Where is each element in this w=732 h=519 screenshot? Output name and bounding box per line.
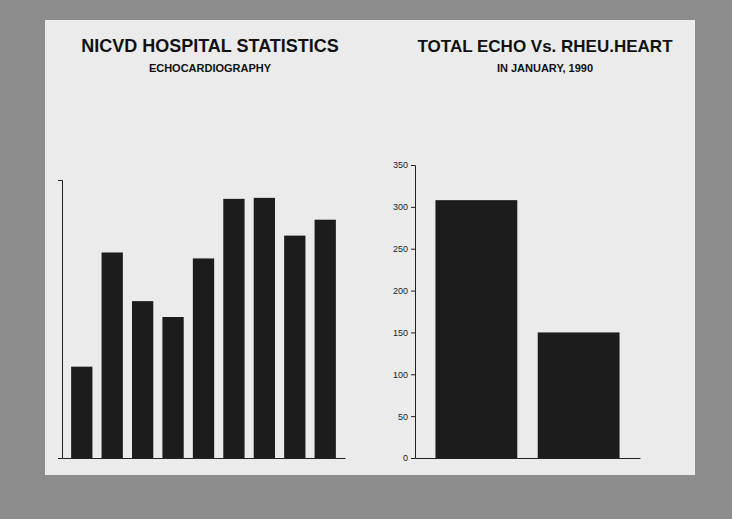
y-tick-label: 200 xyxy=(393,286,408,296)
y-tick-line xyxy=(411,374,415,375)
y-tick-label: 100 xyxy=(393,370,408,380)
slide: NICVD HOSPITAL STATISTICS ECHOCARDIOGRAPH… xyxy=(0,0,732,519)
bars xyxy=(71,198,336,458)
y-tick-label: 50 xyxy=(398,412,408,422)
x-axis xyxy=(416,458,641,460)
bars xyxy=(435,200,619,458)
y-tick-label: 150 xyxy=(393,328,408,338)
y-tick: 350 xyxy=(393,160,415,170)
y-tick: 150 xyxy=(393,328,415,338)
y-tick-line xyxy=(411,249,415,250)
y-tick-label: 350 xyxy=(393,160,408,170)
x-axis-line xyxy=(416,458,641,459)
x-axis-line xyxy=(63,458,346,459)
subtitle: IN JANUARY, 1990 xyxy=(497,62,593,74)
y-axis-line xyxy=(58,181,63,459)
y-tick: 250 xyxy=(393,244,415,254)
y-axis-line xyxy=(411,166,416,459)
bar xyxy=(538,332,620,458)
y-tick: 0 xyxy=(403,453,415,463)
y-tick-line xyxy=(411,458,415,459)
bar xyxy=(223,199,244,458)
chart: TOTAL ECHO Vs. RHEU.HEART IN JANUARY, 199… xyxy=(393,37,673,463)
y-axis xyxy=(58,181,63,459)
bar xyxy=(193,258,214,458)
bar xyxy=(71,367,92,458)
title: NICVD HOSPITAL STATISTICS xyxy=(81,36,339,56)
x-axis xyxy=(63,458,346,460)
y-tick-label: 0 xyxy=(403,453,408,463)
y-tick-line xyxy=(411,416,415,417)
y-tick: 100 xyxy=(393,370,415,380)
y-tick-line xyxy=(411,332,415,333)
bar xyxy=(162,317,183,458)
y-tick-label: 250 xyxy=(393,244,408,254)
bar xyxy=(284,236,305,458)
y-tick-label: 300 xyxy=(393,202,408,212)
bar xyxy=(102,252,123,458)
bar xyxy=(315,220,336,458)
y-tick-line xyxy=(411,165,415,166)
y-tick: 200 xyxy=(393,286,415,296)
background xyxy=(0,0,732,519)
subtitle: ECHOCARDIOGRAPHY xyxy=(149,62,272,74)
title: TOTAL ECHO Vs. RHEU.HEART xyxy=(417,37,673,56)
y-tick-line xyxy=(411,207,415,208)
board xyxy=(45,20,695,475)
bar xyxy=(254,198,275,458)
chart: NICVD HOSPITAL STATISTICS ECHOCARDIOGRAPH… xyxy=(58,36,346,459)
bar xyxy=(435,200,517,458)
y-axis: 0 50 100 150 200 250 300 350 xyxy=(393,160,416,463)
y-tick-line xyxy=(411,291,415,292)
bar xyxy=(132,301,153,458)
y-tick: 300 xyxy=(393,202,415,212)
y-tick: 50 xyxy=(398,412,415,422)
